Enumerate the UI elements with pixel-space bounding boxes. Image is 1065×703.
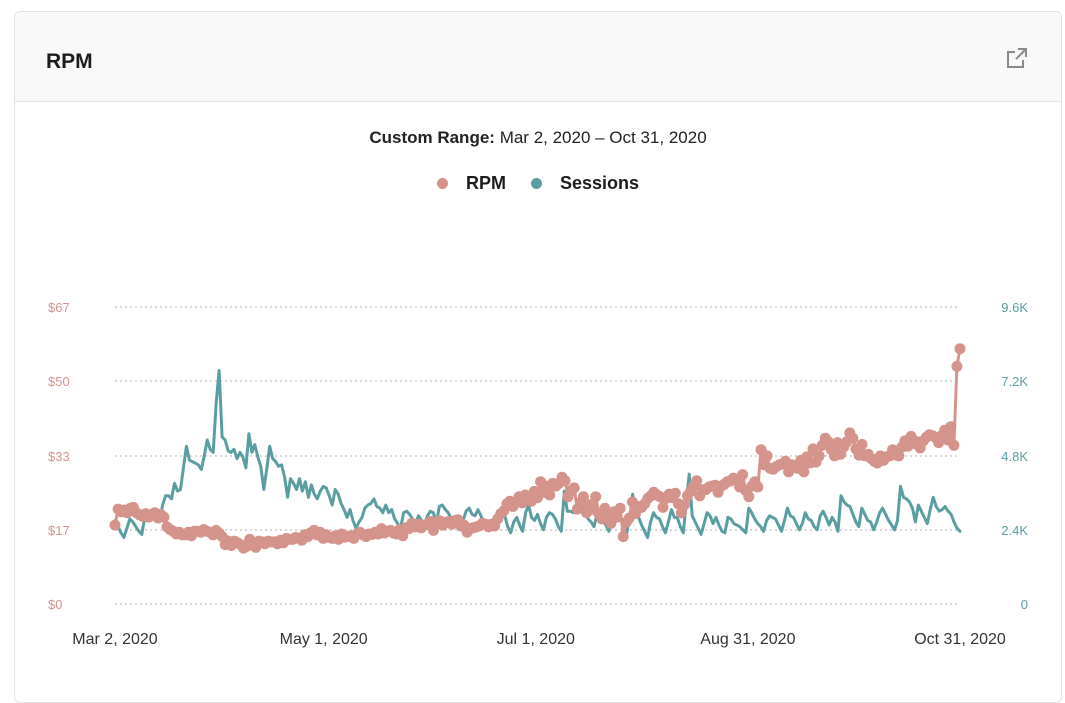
y-right-tick-label: 0 (1021, 597, 1028, 612)
x-tick-label: Jul 1, 2020 (497, 631, 575, 648)
rpm-card: RPM Custom Range: Mar 2, 2020 – Oct 31, … (14, 11, 1062, 703)
rpm-series-point (945, 421, 957, 433)
rpm-series-point (657, 501, 669, 513)
rpm-series-point (743, 491, 755, 503)
y-right-tick-label: 7.2K (1001, 374, 1028, 389)
rpm-series-point (559, 475, 571, 487)
x-tick-label: Oct 31, 2020 (914, 631, 1006, 648)
y-right-tick-label: 4.8K (1001, 449, 1028, 464)
rpm-series-point (617, 531, 629, 543)
rpm-series-point (611, 511, 623, 523)
rpm-series-point (847, 432, 859, 444)
x-tick-label: Aug 31, 2020 (700, 631, 795, 648)
rpm-legend-dot (436, 178, 448, 189)
rpm-series-point (614, 502, 626, 514)
range-value: Mar 2, 2020 – Oct 31, 2020 (499, 128, 707, 147)
rpm-series-point (761, 450, 773, 462)
card-header: RPM (15, 12, 1061, 102)
rpm-series-point (544, 489, 556, 501)
y-left-tick-label: $0 (48, 597, 62, 612)
legend-label-sessions: Sessions (559, 173, 640, 193)
rpm-series-point (669, 487, 681, 499)
rpm-series-point (951, 360, 963, 372)
legend-item-rpm[interactable]: RPM (436, 173, 506, 194)
external-link-icon[interactable] (1005, 46, 1029, 70)
sessions-series-line (113, 368, 962, 539)
rpm-series-point (568, 482, 580, 494)
rpm-series-point (948, 439, 960, 451)
x-tick-label: Mar 2, 2020 (72, 631, 157, 648)
rpm-series-point (590, 491, 602, 503)
x-tick-label: May 1, 2020 (280, 631, 368, 648)
rpm-series-point (752, 481, 764, 493)
date-range-line: Custom Range: Mar 2, 2020 – Oct 31, 2020 (15, 128, 1061, 148)
rpm-sessions-chart: $0 $17 $33 $50 $67 0 2.4K 4.8K 7.2K 9.6K Mar 2, 20… (48, 300, 1028, 648)
rpm-series-point (856, 438, 868, 450)
y-right-tick-label: 9.6K (1001, 300, 1028, 315)
legend-label-rpm: RPM (465, 173, 506, 193)
range-label: Custom Range: (369, 128, 495, 147)
rpm-series-point (691, 475, 703, 487)
rpm-series-point (577, 491, 589, 503)
y-left-tick-label: $67 (48, 300, 70, 315)
rpm-series-point (954, 343, 966, 355)
y-left-tick-label: $17 (48, 523, 70, 538)
chart-legend: RPM Sessions (15, 173, 1061, 194)
y-right-tick-label: 2.4K (1001, 523, 1028, 538)
legend-item-sessions[interactable]: Sessions (530, 173, 640, 194)
rpm-series-point (737, 469, 749, 481)
sessions-legend-dot (530, 178, 542, 189)
y-left-tick-label: $33 (48, 449, 70, 464)
card-title: RPM (46, 50, 93, 73)
y-left-tick-label: $50 (48, 374, 70, 389)
rpm-series-point (158, 511, 170, 523)
rpm-series-point (109, 519, 121, 531)
rpm-series-point (813, 450, 825, 462)
rpm-series-point (798, 466, 810, 478)
rpm-series-point (679, 499, 690, 511)
rpm-series-point (893, 450, 905, 462)
